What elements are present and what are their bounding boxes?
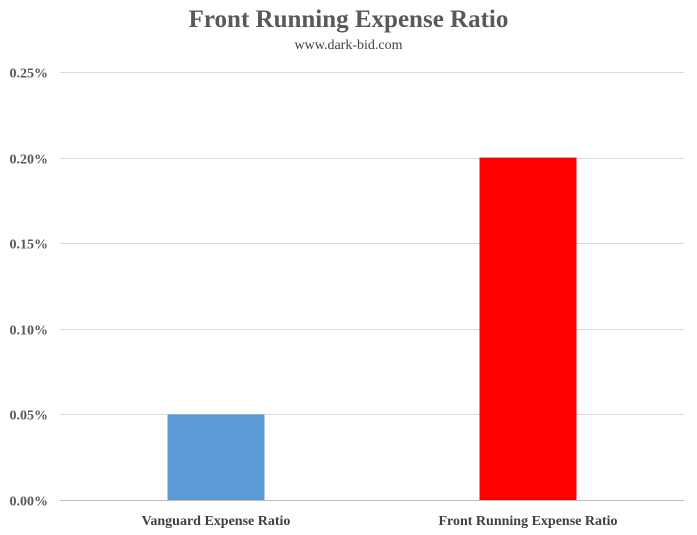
- axes: 0.00% 0.05% 0.10% 0.15% 0.20% 0.25% Vanguard E…: [10, 67, 618, 530]
- bar-front-running: [479, 157, 577, 500]
- x-category-label: Vanguard Expense Ratio: [142, 514, 291, 529]
- y-tick-label: 0.15%: [10, 238, 49, 253]
- y-tick-label: 0.05%: [10, 409, 49, 424]
- chart-title: Front Running Expense Ratio: [188, 6, 509, 33]
- bars: [167, 157, 577, 500]
- y-tick-label: 0.10%: [10, 324, 49, 339]
- y-tick-label: 0.20%: [10, 153, 49, 168]
- y-tick-label: 0.00%: [10, 495, 49, 510]
- gridlines: [60, 72, 684, 501]
- y-tick-label: 0.25%: [10, 67, 49, 82]
- chart-subtitle: www.dark-bid.com: [294, 38, 403, 53]
- bar-vanguard: [167, 414, 265, 500]
- x-category-label: Front Running Expense Ratio: [438, 514, 617, 529]
